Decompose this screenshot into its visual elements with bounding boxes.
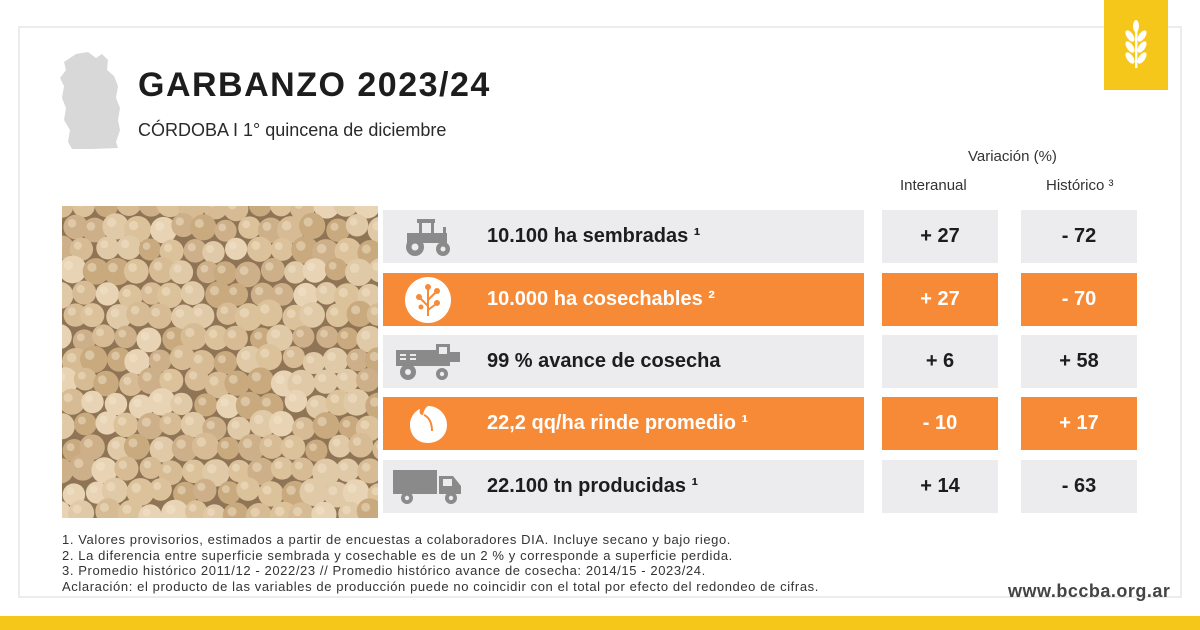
historico-value: - 72 <box>1021 210 1137 263</box>
interanual-value: + 27 <box>882 273 998 326</box>
chickpea-icon <box>383 397 473 450</box>
website-link[interactable]: www.bccba.org.ar <box>1008 581 1171 601</box>
tractor-icon <box>383 210 473 263</box>
row-sembradas: 10.100 ha sembradas ¹ <box>383 210 864 263</box>
row-rinde: 22,2 qq/ha rinde promedio ¹ <box>383 397 864 450</box>
interanual-value: + 6 <box>882 335 998 388</box>
footnote-1: 1. Valores provisorios, estimados a part… <box>62 532 732 547</box>
plant-icon <box>383 273 473 326</box>
row-label-text: 22,2 qq/ha rinde promedio ¹ <box>487 412 749 434</box>
harvester-icon <box>383 335 473 388</box>
footnotes: 1. Valores provisorios, estimados a part… <box>62 532 819 594</box>
page-title: GARBANZO 2023/24 <box>138 66 491 104</box>
truck-icon <box>383 460 473 513</box>
footnote-clarification: Aclaración: el producto de las variables… <box>62 578 819 594</box>
row-label-text: 22.100 tn producidas ¹ <box>487 475 699 497</box>
row-label-text: 99 % avance de cosecha <box>487 350 721 372</box>
interanual-value: + 14 <box>882 460 998 513</box>
variation-header: Variación (%) <box>968 148 1057 165</box>
historico-value: + 17 <box>1021 397 1137 450</box>
page-subtitle: CÓRDOBA I 1° quincena de diciembre <box>138 120 447 140</box>
row-label-text: 10.100 ha sembradas ¹ <box>487 225 701 247</box>
row-label-text: 10.000 ha cosechables ² <box>487 288 715 310</box>
footnote-2: 2. La diferencia entre superficie sembra… <box>62 547 733 563</box>
row-avance: 99 % avance de cosecha <box>383 335 864 388</box>
footnote-3: 3. Promedio histórico 2011/12 - 2022/23 … <box>62 563 706 578</box>
chickpeas-photo <box>62 206 378 518</box>
wheat-logo <box>1104 0 1168 90</box>
column-header-interanual: Interanual <box>900 177 967 194</box>
wheat-icon <box>1125 20 1147 68</box>
historico-value: - 70 <box>1021 273 1137 326</box>
row-producidas: 22.100 tn producidas ¹ <box>383 460 864 513</box>
cordoba-map-icon <box>60 52 120 149</box>
row-cosechables: 10.000 ha cosechables ² <box>383 273 864 326</box>
historico-value: + 58 <box>1021 335 1137 388</box>
interanual-value: + 27 <box>882 210 998 263</box>
bottom-accent-bar <box>0 616 1200 630</box>
column-header-historico: Histórico ³ <box>1046 177 1114 194</box>
interanual-value: - 10 <box>882 397 998 450</box>
historico-value: - 63 <box>1021 460 1137 513</box>
